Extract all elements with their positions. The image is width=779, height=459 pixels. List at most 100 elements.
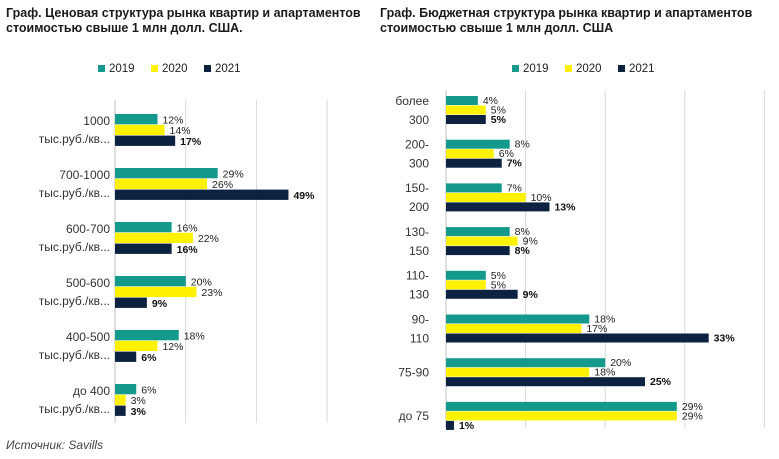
data-label: 4% [483, 95, 498, 107]
bar [115, 394, 126, 406]
category-label: 1000 [83, 114, 110, 128]
data-label: 8% [515, 226, 530, 238]
bar [115, 178, 208, 190]
bar [446, 183, 502, 193]
category-label: 200 [409, 200, 429, 214]
category-label: 300 [409, 113, 429, 127]
data-label: 9% [523, 289, 539, 301]
bar [446, 192, 526, 202]
data-label: 9% [152, 298, 168, 310]
legend-label: 2021 [215, 63, 241, 75]
category-label: тыс.руб./кв... [39, 186, 110, 200]
bar [115, 286, 197, 298]
data-label: 8% [515, 245, 531, 257]
bar [115, 135, 176, 146]
category-label: тыс.руб./кв... [39, 240, 110, 254]
category-label: 110- [406, 269, 429, 283]
bar [115, 124, 165, 136]
data-label: 18% [594, 314, 615, 326]
data-label: 29% [223, 168, 244, 180]
bar [446, 246, 510, 256]
data-label: 29% [682, 401, 703, 413]
data-label: 6% [141, 384, 156, 396]
data-label: 6% [499, 148, 514, 160]
data-label: 12% [162, 341, 183, 353]
category-label: тыс.руб./кв... [39, 132, 110, 146]
category-label: 130 [409, 288, 429, 302]
legend-swatch [512, 65, 519, 72]
bar [446, 149, 494, 159]
bar [446, 115, 486, 124]
bar [446, 358, 606, 368]
bar [446, 289, 518, 299]
data-label: 22% [198, 233, 219, 245]
bar [446, 411, 677, 421]
data-label: 10% [531, 192, 552, 204]
data-label: 17% [586, 323, 607, 335]
category-label: 500-600 [66, 276, 110, 290]
data-label: 7% [507, 158, 523, 170]
data-label: 5% [491, 270, 506, 282]
category-label: 130- [405, 225, 429, 239]
data-label: 17% [180, 136, 202, 148]
bar [115, 243, 172, 254]
legend-label: 2020 [576, 63, 602, 75]
bar [446, 324, 582, 333]
bar [115, 297, 147, 308]
bar [115, 351, 137, 362]
data-label: 12% [162, 114, 183, 126]
bar [446, 420, 454, 430]
data-label: 5% [491, 105, 506, 117]
data-label: 26% [212, 179, 233, 191]
bar [115, 232, 193, 244]
data-label: 16% [177, 244, 199, 256]
data-label: 16% [177, 222, 198, 234]
bar [115, 168, 218, 179]
legend-label: 2019 [523, 63, 549, 75]
category-label: до 400 [73, 384, 110, 398]
bar [115, 330, 179, 341]
category-label: 400-500 [66, 330, 110, 344]
category-label: 150 [409, 244, 429, 258]
bar [446, 401, 677, 411]
bar [446, 280, 486, 290]
chart-title-price: Граф. Ценовая структура рынка квартир и … [6, 6, 361, 35]
data-label: 29% [682, 410, 703, 422]
bar [115, 276, 186, 287]
legend-swatch [204, 65, 211, 72]
category-label: 600-700 [66, 222, 110, 236]
data-label: 7% [507, 182, 522, 194]
category-label: тыс.руб./кв... [39, 402, 110, 416]
data-label: 25% [650, 376, 672, 388]
category-label: 150- [405, 181, 429, 195]
bar [446, 139, 510, 149]
category-label: тыс.руб./кв... [39, 294, 110, 308]
bar [446, 314, 590, 324]
source-note: Источник: Savills [6, 438, 104, 452]
bar [446, 270, 486, 280]
bar [115, 384, 137, 395]
bar [446, 202, 550, 212]
bar [446, 105, 486, 115]
data-label: 33% [714, 333, 736, 345]
category-label: тыс.руб./кв... [39, 348, 110, 362]
bar [446, 333, 709, 343]
category-label: 75-90 [398, 365, 429, 379]
category-label: 300 [409, 156, 429, 170]
data-label: 20% [610, 357, 631, 369]
category-label: 110 [410, 331, 429, 345]
category-label: до 75 [399, 409, 430, 423]
data-label: 13% [554, 201, 576, 213]
data-label: 49% [293, 190, 315, 202]
bar [446, 367, 590, 377]
data-label: 3% [131, 406, 147, 418]
bar [446, 227, 510, 237]
category-label: 90- [412, 312, 429, 326]
bar [446, 158, 502, 168]
bar [115, 405, 126, 416]
legend-label: 2020 [162, 63, 188, 75]
data-label: 23% [201, 287, 222, 299]
bar [446, 377, 645, 387]
